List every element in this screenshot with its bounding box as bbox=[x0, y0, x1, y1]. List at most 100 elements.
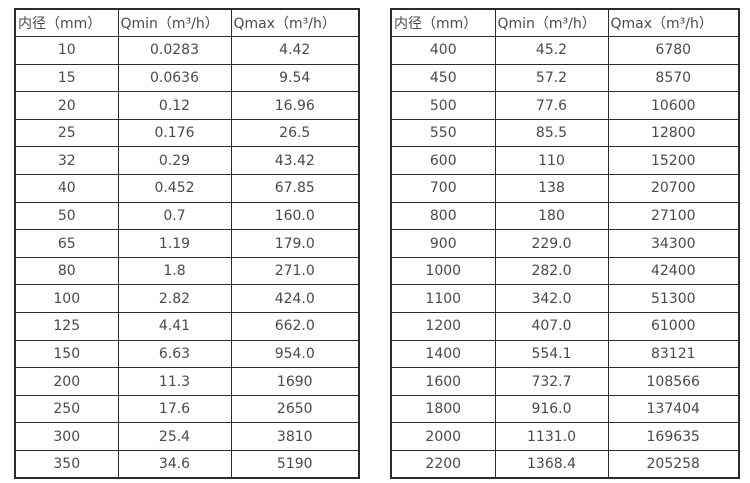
table-row: 450 57.2 8570 bbox=[390, 63, 740, 93]
table-row: 1800 916.0 137404 bbox=[390, 394, 740, 424]
table-cell: 450 bbox=[390, 63, 496, 93]
table-cell: 10600 bbox=[607, 91, 740, 120]
table-cell: 300 bbox=[14, 422, 119, 451]
table-cell: 2000 bbox=[390, 422, 496, 451]
column-header-qmax: Qmax（m³/h） bbox=[607, 8, 740, 38]
table-row: 500 77.6 10600 bbox=[390, 91, 740, 120]
table-cell: 125 bbox=[14, 312, 119, 341]
table-cell: 1400 bbox=[390, 339, 496, 369]
table-cell: 20 bbox=[14, 91, 119, 120]
table-row: 250 17.6 2650 bbox=[14, 394, 360, 424]
table-cell: 65 bbox=[14, 229, 119, 258]
table-cell: 57.2 bbox=[494, 63, 609, 93]
table-cell: 4.41 bbox=[117, 312, 232, 341]
table-cell: 100 bbox=[14, 284, 119, 314]
table-row: 50 0.7 160.0 bbox=[14, 201, 360, 231]
table-cell: 1368.4 bbox=[494, 450, 609, 479]
table-row: 25 0.176 26.5 bbox=[14, 118, 360, 148]
table-cell: 61000 bbox=[607, 312, 740, 341]
table-cell: 138 bbox=[494, 174, 609, 203]
table-row: 550 85.5 12800 bbox=[390, 118, 740, 148]
flow-rate-tables: 内径（mm） Qmin（m³/h） Qmax（m³/h） 10 0.0283 4.4… bbox=[14, 8, 740, 480]
table-cell: 2650 bbox=[230, 394, 360, 424]
table-cell: 1.8 bbox=[117, 256, 232, 286]
table-row: 100 2.82 424.0 bbox=[14, 284, 360, 314]
table-cell: 10 bbox=[14, 36, 119, 65]
table-cell: 200 bbox=[14, 367, 119, 396]
table-cell: 85.5 bbox=[494, 118, 609, 148]
table-cell: 110 bbox=[494, 146, 609, 176]
table-cell: 1131.0 bbox=[494, 422, 609, 451]
table-row: 1600 732.7 108566 bbox=[390, 367, 740, 396]
column-header-inner-diameter: 内径（mm） bbox=[390, 8, 496, 38]
table-cell: 80 bbox=[14, 256, 119, 286]
table-cell: 1800 bbox=[390, 394, 496, 424]
table-cell: 43.42 bbox=[230, 146, 360, 176]
table-cell: 4.42 bbox=[230, 36, 360, 65]
table-cell: 1100 bbox=[390, 284, 496, 314]
table-cell: 6780 bbox=[607, 36, 740, 65]
table-cell: 179.0 bbox=[230, 229, 360, 258]
table-cell: 1690 bbox=[230, 367, 360, 396]
table-cell: 2200 bbox=[390, 450, 496, 479]
table-cell: 400 bbox=[390, 36, 496, 65]
table-cell: 160.0 bbox=[230, 201, 360, 231]
table-cell: 282.0 bbox=[494, 256, 609, 286]
table-cell: 51300 bbox=[607, 284, 740, 314]
table-cell: 732.7 bbox=[494, 367, 609, 396]
table-cell: 83121 bbox=[607, 339, 740, 369]
table-cell: 916.0 bbox=[494, 394, 609, 424]
table-cell: 0.12 bbox=[117, 91, 232, 120]
header-row: 内径（mm） Qmin（m³/h） Qmax（m³/h） bbox=[390, 8, 740, 38]
table-cell: 26.5 bbox=[230, 118, 360, 148]
table-row: 350 34.6 5190 bbox=[14, 450, 360, 479]
table-cell: 169635 bbox=[607, 422, 740, 451]
table-cell: 50 bbox=[14, 201, 119, 231]
table-row: 1200 407.0 61000 bbox=[390, 312, 740, 341]
table-cell: 424.0 bbox=[230, 284, 360, 314]
table-cell: 662.0 bbox=[230, 312, 360, 341]
table-cell: 800 bbox=[390, 201, 496, 231]
table-cell: 0.452 bbox=[117, 174, 232, 203]
table-cell: 229.0 bbox=[494, 229, 609, 258]
table-cell: 15200 bbox=[607, 146, 740, 176]
table-cell: 1600 bbox=[390, 367, 496, 396]
flow-rate-table-small-diameters: 内径（mm） Qmin（m³/h） Qmax（m³/h） 10 0.0283 4.4… bbox=[14, 8, 360, 480]
table-row: 15 0.0636 9.54 bbox=[14, 63, 360, 93]
table-cell: 700 bbox=[390, 174, 496, 203]
table-cell: 32 bbox=[14, 146, 119, 176]
column-header-qmin: Qmin（m³/h） bbox=[117, 8, 232, 38]
table-cell: 554.1 bbox=[494, 339, 609, 369]
table-cell: 17.6 bbox=[117, 394, 232, 424]
table-cell: 205258 bbox=[607, 450, 740, 479]
table-cell: 9.54 bbox=[230, 63, 360, 93]
table-cell: 11.3 bbox=[117, 367, 232, 396]
column-header-qmax: Qmax（m³/h） bbox=[230, 8, 360, 38]
table-cell: 150 bbox=[14, 339, 119, 369]
table-row: 32 0.29 43.42 bbox=[14, 146, 360, 176]
table-header-row: 内径（mm） Qmin（m³/h） Qmax（m³/h） bbox=[14, 8, 360, 38]
table-row: 1000 282.0 42400 bbox=[390, 256, 740, 286]
table-row: 1100 342.0 51300 bbox=[390, 284, 740, 314]
table-cell: 250 bbox=[14, 394, 119, 424]
table-cell: 271.0 bbox=[230, 256, 360, 286]
table-cell: 5190 bbox=[230, 450, 360, 479]
table-cell: 407.0 bbox=[494, 312, 609, 341]
table-cell: 25 bbox=[14, 118, 119, 148]
table-row: 300 25.4 3810 bbox=[14, 422, 360, 451]
table-cell: 0.29 bbox=[117, 146, 232, 176]
table-row: 65 1.19 179.0 bbox=[14, 229, 360, 258]
table-cell: 0.0283 bbox=[117, 36, 232, 65]
flow-rate-table-large-diameters: 内径（mm） Qmin（m³/h） Qmax（m³/h） 400 45.2 6780… bbox=[390, 8, 740, 480]
table-cell: 15 bbox=[14, 63, 119, 93]
table-body: 400 45.2 6780 450 57.2 8570 500 77.6 10600 550 85.… bbox=[390, 36, 740, 479]
table-cell: 34.6 bbox=[117, 450, 232, 479]
table-cell: 137404 bbox=[607, 394, 740, 424]
column-header-inner-diameter: 内径（mm） bbox=[14, 8, 119, 38]
table-cell: 500 bbox=[390, 91, 496, 120]
table-cell: 40 bbox=[14, 174, 119, 203]
table-body: 10 0.0283 4.42 15 0.0636 9.54 20 0.12 16.96 25 0.1… bbox=[14, 36, 360, 479]
table-cell: 45.2 bbox=[494, 36, 609, 65]
table-row: 150 6.63 954.0 bbox=[14, 339, 360, 369]
table-cell: 108566 bbox=[607, 367, 740, 396]
